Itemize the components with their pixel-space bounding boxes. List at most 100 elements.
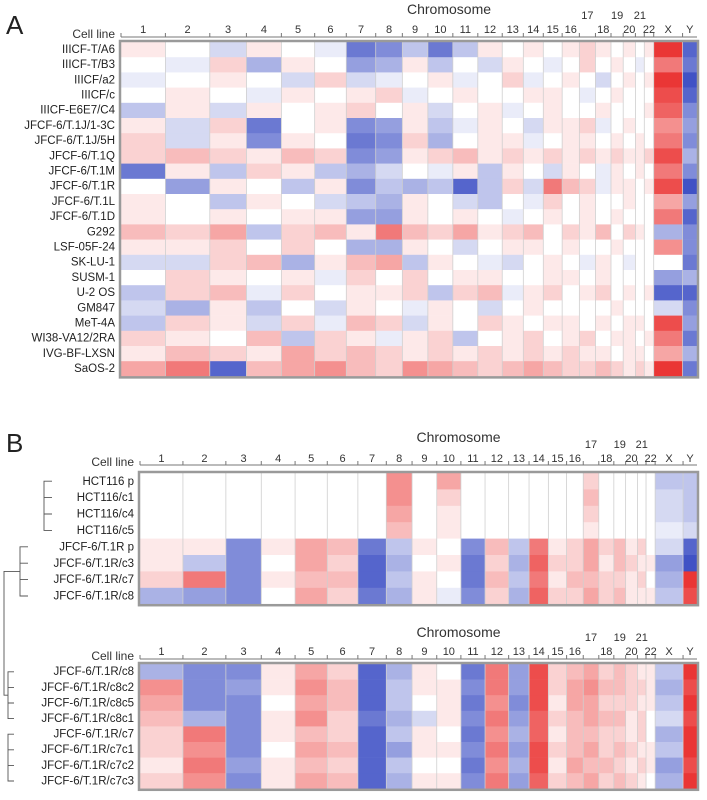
- column-label: Y: [686, 24, 694, 36]
- heatmap-cell: [165, 133, 211, 149]
- heatmap-cell: [646, 757, 656, 774]
- column-label: 21: [634, 10, 646, 22]
- heatmap-cell: [610, 270, 624, 286]
- heatmap-cell: [375, 148, 403, 164]
- heatmap-cell: [209, 361, 247, 377]
- heatmap-cell: [295, 773, 328, 790]
- heatmap-cell: [314, 57, 347, 73]
- heatmap-cell: [610, 315, 624, 332]
- heatmap-cell: [182, 522, 227, 539]
- heatmap-cell: [562, 330, 580, 347]
- heatmap-cell: [623, 361, 636, 377]
- heatmap-cell: [460, 742, 486, 758]
- heatmap-cell: [583, 505, 600, 523]
- heatmap-cell: [502, 209, 524, 225]
- row-label: IIICF/a2: [74, 74, 115, 86]
- heatmap-cell: [543, 361, 563, 377]
- heatmap-cell: [452, 118, 479, 134]
- heatmap-cell: [683, 473, 698, 490]
- heatmap-cell: [543, 315, 563, 332]
- heatmap-cell: [225, 757, 262, 774]
- heatmap-cell: [562, 346, 580, 362]
- heatmap-cell: [548, 522, 567, 539]
- heatmap-cell: [261, 587, 296, 605]
- column-label: 1: [140, 24, 146, 36]
- heatmap-cell: [314, 346, 347, 362]
- heatmap-cell: [182, 757, 227, 774]
- heatmap-cell: [646, 505, 656, 523]
- column-label: 3: [241, 453, 247, 465]
- heatmap-cell: [623, 133, 636, 149]
- heatmap-cell: [375, 42, 403, 58]
- heatmap-cell: [637, 587, 647, 605]
- heatmap-cell: [386, 571, 413, 589]
- heatmap-cell: [357, 679, 387, 696]
- heatmap-cell: [548, 587, 567, 605]
- heatmap-cell: [566, 505, 584, 523]
- heatmap-cell: [375, 102, 403, 119]
- heatmap-cell: [327, 505, 359, 523]
- heatmap-cell: [402, 315, 429, 332]
- heatmap-cell: [386, 489, 413, 507]
- heatmap-cell: [613, 757, 626, 774]
- heatmap-cell: [623, 87, 636, 104]
- heatmap-cell: [165, 194, 211, 210]
- heatmap-cell: [683, 742, 698, 758]
- heatmap-frame: [137, 470, 700, 607]
- heatmap-cell: [579, 346, 596, 362]
- heatmap-cell: [583, 522, 600, 539]
- heatmap-cell: [502, 102, 524, 119]
- heatmap-cell: [653, 285, 683, 301]
- heatmap-cell: [646, 773, 656, 790]
- heatmap-cell: [682, 270, 698, 286]
- heatmap-cell: [121, 42, 166, 58]
- row-label: IIICF-T/B3: [62, 59, 115, 71]
- heatmap-cell: [427, 133, 454, 149]
- heatmap-cell: [225, 522, 262, 539]
- column-label: 14: [533, 453, 545, 465]
- heatmap-cell: [375, 209, 403, 225]
- heatmap-cell: [623, 178, 636, 195]
- heatmap-cell: [682, 315, 698, 332]
- heatmap-cell: [595, 133, 612, 149]
- heatmap-cell: [452, 315, 479, 332]
- heatmap-cell: [121, 346, 166, 362]
- heatmap-cell: [562, 148, 580, 164]
- heatmap-cell: [543, 57, 563, 73]
- heatmap-cell: [635, 239, 645, 256]
- heatmap-cell: [357, 587, 387, 605]
- heatmap-cell: [595, 102, 612, 119]
- row-label: G292: [87, 226, 115, 238]
- heatmap-cell: [543, 194, 563, 210]
- heatmap-cell: [246, 285, 282, 301]
- heatmap-cell: [613, 555, 626, 572]
- heatmap-cell: [623, 346, 636, 362]
- heatmap-cell: [402, 285, 429, 301]
- heatmap-cell: [562, 42, 580, 58]
- column-label: X: [664, 24, 672, 36]
- heatmap-cell: [346, 270, 377, 286]
- heatmap-cell: [523, 285, 544, 301]
- row-label: JFCF-6/T.1J/5H: [34, 135, 115, 147]
- heatmap-cell: [261, 505, 296, 523]
- heatmap-cell: [635, 254, 645, 271]
- heatmap-cell: [121, 57, 166, 73]
- heatmap-cell: [635, 300, 645, 316]
- heatmap-cell: [314, 285, 347, 301]
- heatmap-cell: [295, 695, 328, 712]
- heatmap-cell: [548, 710, 567, 727]
- heatmap-cell: [281, 330, 315, 347]
- column-label: 10: [434, 24, 446, 36]
- heatmap-cell: [529, 473, 549, 490]
- heatmap-cell: [386, 757, 413, 774]
- heatmap-cell: [523, 315, 544, 332]
- heatmap-cell: [386, 664, 413, 680]
- heatmap-cell: [225, 695, 262, 712]
- heatmap-cell: [623, 315, 636, 332]
- column-label: 10: [443, 646, 455, 658]
- heatmap-cell: [327, 757, 359, 774]
- heatmap-cell: [548, 742, 567, 758]
- heatmap-cell: [246, 118, 282, 134]
- heatmap-cell: [246, 178, 282, 195]
- heatmap-cell: [625, 555, 638, 572]
